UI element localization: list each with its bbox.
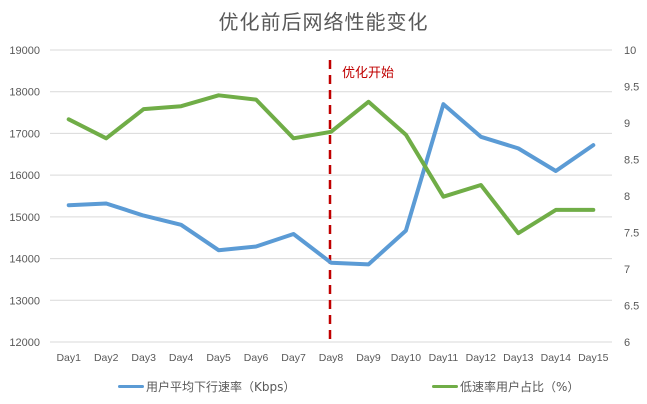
annotation-label: 优化开始 — [342, 66, 394, 81]
x-tick: Day1 — [56, 352, 81, 364]
y-right-tick: 9.5 — [624, 82, 639, 94]
y-right-tick: 8 — [624, 191, 630, 203]
y-left-tick: 14000 — [9, 254, 40, 266]
y-right-tick: 10 — [624, 45, 636, 57]
y-left-tick: 17000 — [9, 128, 40, 140]
x-tick: Day7 — [281, 352, 306, 364]
legend-item-speed: 用户平均下行速率（Kbps） — [118, 378, 295, 395]
x-tick: Day8 — [319, 352, 344, 364]
y-left-tick: 15000 — [9, 212, 40, 224]
chart-title: 优化前后网络性能变化 — [218, 10, 429, 34]
x-tick: Day4 — [169, 352, 194, 364]
legend-item-lowrate: 低速率用户占比（%） — [432, 378, 579, 395]
legend-label-lowrate: 低速率用户占比（%） — [460, 380, 580, 394]
y-right-tick: 7.5 — [624, 228, 639, 240]
y-left-tick: 12000 — [9, 337, 40, 349]
y-right-tick: 6 — [624, 337, 630, 349]
x-tick: Day6 — [244, 352, 269, 364]
y-left-tick: 16000 — [9, 170, 40, 182]
legend-swatch-green — [432, 385, 458, 388]
x-tick: Day12 — [466, 352, 497, 364]
x-tick: Day9 — [356, 352, 381, 364]
x-tick: Day5 — [206, 352, 231, 364]
x-tick: Day3 — [131, 352, 156, 364]
series-line-speed — [66, 102, 596, 267]
x-tick: Day13 — [503, 352, 534, 364]
y-left-tick: 13000 — [9, 295, 40, 307]
legend-swatch-blue — [118, 385, 144, 388]
y-right-tick: 7 — [624, 264, 630, 276]
y-left-tick: 19000 — [9, 45, 40, 57]
legend-label-speed: 用户平均下行速率（Kbps） — [146, 380, 296, 394]
y-right-tick: 8.5 — [624, 155, 639, 167]
x-tick: Day15 — [578, 352, 609, 364]
x-tick: Day14 — [541, 352, 572, 364]
x-tick: Day2 — [94, 352, 119, 364]
x-tick: Day10 — [391, 352, 422, 364]
y-right-tick: 6.5 — [624, 301, 639, 313]
series-line-lowrate — [66, 93, 596, 236]
x-tick: Day11 — [429, 352, 459, 364]
y-right-tick: 9 — [624, 118, 630, 130]
y-left-tick: 18000 — [9, 87, 40, 99]
